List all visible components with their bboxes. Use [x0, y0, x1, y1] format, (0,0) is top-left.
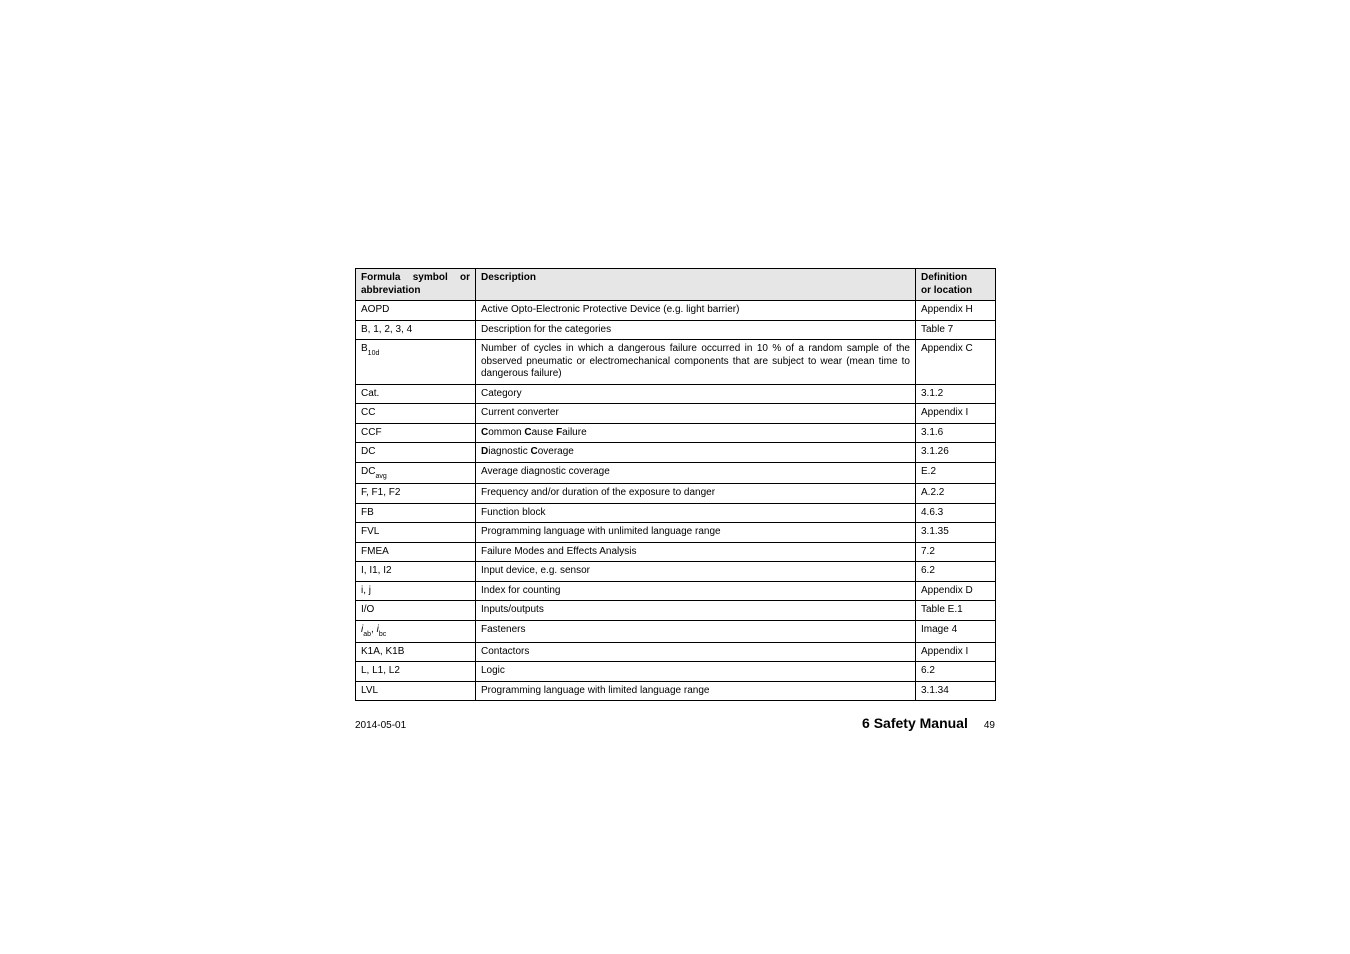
table-row: L, L1, L2Logic6.2 [356, 662, 996, 682]
cell-symbol: B10d [356, 340, 476, 385]
table-row: FVLProgramming language with unlimited l… [356, 523, 996, 543]
table-row: F, F1, F2Frequency and/or duration of th… [356, 484, 996, 504]
cell-symbol: F, F1, F2 [356, 484, 476, 504]
cell-description: Current converter [476, 404, 916, 424]
cell-location: Table 7 [916, 320, 996, 340]
table-row: DCavgAverage diagnostic coverageE.2 [356, 462, 996, 484]
cell-symbol: I/O [356, 601, 476, 621]
cell-description: Fasteners [476, 620, 916, 642]
footer-right: 6 Safety Manual 49 [862, 715, 995, 731]
table-row: AOPDActive Opto-Electronic Protective De… [356, 301, 996, 321]
table-row: CCCurrent converterAppendix I [356, 404, 996, 424]
table-row: K1A, K1BContactorsAppendix I [356, 642, 996, 662]
cell-location: Appendix H [916, 301, 996, 321]
cell-symbol: CC [356, 404, 476, 424]
cell-location: A.2.2 [916, 484, 996, 504]
cell-symbol: AOPD [356, 301, 476, 321]
cell-location: Image 4 [916, 620, 996, 642]
cell-location: 7.2 [916, 542, 996, 562]
cell-location: 6.2 [916, 562, 996, 582]
cell-symbol: Cat. [356, 384, 476, 404]
table-row: FMEAFailure Modes and Effects Analysis7.… [356, 542, 996, 562]
table-row: FBFunction block4.6.3 [356, 503, 996, 523]
table-row: I, I1, I2Input device, e.g. sensor6.2 [356, 562, 996, 582]
cell-description: Category [476, 384, 916, 404]
cell-description: Programming language with unlimited lang… [476, 523, 916, 543]
cell-description: Inputs/outputs [476, 601, 916, 621]
table-header: Formula symbol or abbreviation Descripti… [356, 269, 996, 301]
definitions-table-wrap: Formula symbol or abbreviation Descripti… [355, 268, 995, 701]
cell-location: 4.6.3 [916, 503, 996, 523]
cell-description: Index for counting [476, 581, 916, 601]
cell-location: 3.1.2 [916, 384, 996, 404]
table-body: AOPDActive Opto-Electronic Protective De… [356, 301, 996, 701]
cell-symbol: LVL [356, 681, 476, 701]
table-row: i, jIndex for countingAppendix D [356, 581, 996, 601]
cell-location: 3.1.6 [916, 423, 996, 443]
cell-symbol: FMEA [356, 542, 476, 562]
table-row: I/OInputs/outputsTable E.1 [356, 601, 996, 621]
cell-description: Description for the categories [476, 320, 916, 340]
cell-location: E.2 [916, 462, 996, 484]
table-row: B, 1, 2, 3, 4Description for the categor… [356, 320, 996, 340]
cell-symbol: K1A, K1B [356, 642, 476, 662]
cell-location: Appendix C [916, 340, 996, 385]
cell-description: Logic [476, 662, 916, 682]
table-row: LVLProgramming language with limited lan… [356, 681, 996, 701]
cell-description: Input device, e.g. sensor [476, 562, 916, 582]
cell-symbol: I, I1, I2 [356, 562, 476, 582]
definitions-table: Formula symbol or abbreviation Descripti… [355, 268, 996, 701]
table-row: Cat.Category3.1.2 [356, 384, 996, 404]
cell-description: Number of cycles in which a dangerous fa… [476, 340, 916, 385]
cell-symbol: FVL [356, 523, 476, 543]
table-row: iab, ibcFastenersImage 4 [356, 620, 996, 642]
cell-symbol: CCF [356, 423, 476, 443]
cell-symbol: DC [356, 443, 476, 463]
cell-location: Appendix I [916, 642, 996, 662]
cell-description: Failure Modes and Effects Analysis [476, 542, 916, 562]
cell-description: Contactors [476, 642, 916, 662]
cell-symbol: DCavg [356, 462, 476, 484]
cell-description: Active Opto-Electronic Protective Device… [476, 301, 916, 321]
header-description: Description [476, 269, 916, 301]
cell-location: Appendix D [916, 581, 996, 601]
page-footer: 2014-05-01 6 Safety Manual 49 [355, 715, 995, 731]
footer-date: 2014-05-01 [355, 720, 406, 731]
cell-description: Programming language with limited langua… [476, 681, 916, 701]
cell-description: Function block [476, 503, 916, 523]
cell-description: Diagnostic Coverage [476, 443, 916, 463]
cell-location: 6.2 [916, 662, 996, 682]
cell-description: Frequency and/or duration of the exposur… [476, 484, 916, 504]
footer-page-number: 49 [984, 720, 995, 731]
cell-symbol: iab, ibc [356, 620, 476, 642]
cell-symbol: i, j [356, 581, 476, 601]
cell-location: 3.1.34 [916, 681, 996, 701]
table-row: B10dNumber of cycles in which a dangerou… [356, 340, 996, 385]
cell-symbol: B, 1, 2, 3, 4 [356, 320, 476, 340]
cell-location: 3.1.35 [916, 523, 996, 543]
table-row: CCFCommon Cause Failure3.1.6 [356, 423, 996, 443]
document-page: Formula symbol or abbreviation Descripti… [0, 0, 1350, 954]
cell-location: Table E.1 [916, 601, 996, 621]
footer-title: 6 Safety Manual [862, 715, 968, 731]
cell-location: Appendix I [916, 404, 996, 424]
cell-location: 3.1.26 [916, 443, 996, 463]
header-symbol: Formula symbol or abbreviation [356, 269, 476, 301]
cell-symbol: FB [356, 503, 476, 523]
cell-description: Common Cause Failure [476, 423, 916, 443]
header-location: Definition or location [916, 269, 996, 301]
table-row: DCDiagnostic Coverage3.1.26 [356, 443, 996, 463]
cell-symbol: L, L1, L2 [356, 662, 476, 682]
cell-description: Average diagnostic coverage [476, 462, 916, 484]
